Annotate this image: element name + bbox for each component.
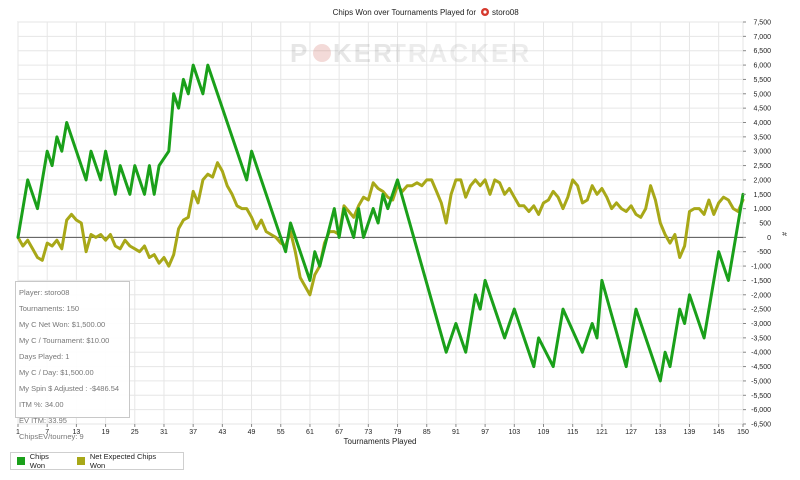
y-tick-label: 3,000	[753, 149, 771, 156]
x-tick-label: 31	[160, 429, 168, 436]
x-tick-label: 115	[567, 429, 578, 436]
y-tick-label: -2,000	[751, 292, 771, 299]
x-tick-label: 67	[335, 429, 343, 436]
stats-per-tournament: My C / Tournament: $10.00	[19, 336, 110, 345]
y-tick-label: -4,000	[751, 350, 771, 357]
poker-chip-icon	[481, 8, 489, 16]
x-tick-label: 85	[423, 429, 431, 436]
y-tick-label: 5,500	[753, 77, 771, 84]
y-tick-label: -4,500	[751, 364, 771, 371]
x-tick-label: 37	[189, 429, 197, 436]
stats-player: Player: storo08	[19, 288, 70, 297]
legend-item-chips-won[interactable]: Chips Won	[17, 452, 65, 470]
plot-area: P KER TRACKER	[16, 21, 745, 425]
x-tick-label: 139	[684, 429, 696, 436]
y-tick-label: -3,500	[751, 335, 771, 342]
y-tick-label: -6,000	[751, 407, 771, 414]
x-tick-label: 61	[306, 429, 314, 436]
stats-ev-itm: EV ITM: 33.95	[19, 416, 67, 425]
y-tick-label: 4,000	[753, 120, 771, 127]
x-tick-label: 145	[713, 429, 725, 436]
y-axis: 7,500 7,000 6,500 6,000 5,500 5,000 4,500 4,000…	[743, 20, 771, 429]
y-tick-label: -1,000	[751, 264, 771, 271]
y-tick-label: -2,500	[751, 307, 771, 314]
stats-chipsev: ChipsEV/tourney: 9	[19, 432, 84, 441]
y-tick-label: -500	[757, 249, 771, 256]
stats-panel: Player: storo08 Tournaments: 150 My C Ne…	[15, 281, 130, 441]
x-tick-label: 7	[45, 429, 49, 436]
y-tick-label: -5,500	[751, 393, 771, 400]
stats-days-played: Days Played: 1	[19, 352, 70, 361]
y-tick-label: 2,000	[753, 177, 771, 184]
series-line-chips-won	[16, 63, 745, 383]
x-tick-label: 79	[394, 429, 402, 436]
y-tick-label: 7,000	[753, 34, 771, 41]
series-line-net-expected	[16, 161, 745, 297]
x-tick-label: 121	[596, 429, 608, 436]
y-tick-label: 5,000	[753, 91, 771, 98]
y-tick-label: 7,500	[753, 20, 771, 27]
x-tick-label: 127	[625, 429, 637, 436]
x-axis: 1 7 13 19 25 31 37 43 49 55 61 67 73 79 85 91 97 103 109 11…	[16, 424, 749, 436]
legend-label-chips-won: Chips Won	[29, 452, 49, 470]
y-tick-label: 6,000	[753, 63, 771, 70]
x-tick-label: 150	[737, 429, 749, 436]
watermark-chip-icon	[313, 44, 331, 62]
legend: Chips Won Net Expected Chips Won	[10, 452, 184, 470]
y-tick-label: 1,500	[753, 192, 771, 199]
y-tick-label: -6,500	[751, 422, 771, 429]
legend-label-net-expected: Net Expected Chips Won	[89, 452, 157, 470]
x-tick-label: 43	[218, 429, 226, 436]
y-tick-label: 0	[767, 235, 771, 242]
x-tick-label: 91	[452, 429, 460, 436]
x-tick-label: 109	[538, 429, 550, 436]
y-tick-label: 3,500	[753, 134, 771, 141]
series-lines	[16, 63, 745, 383]
watermark-text-left: P	[290, 38, 309, 68]
chart-title-player: storo08	[492, 8, 519, 17]
watermark-text-right: TRACKER	[390, 38, 531, 68]
x-tick-label: 103	[508, 429, 520, 436]
legend-item-net-expected[interactable]: Net Expected Chips Won	[77, 452, 171, 470]
stats-tournaments: Tournaments: 150	[19, 304, 80, 313]
x-axis-label: Tournaments Played	[344, 437, 417, 446]
y-tick-label: -3,000	[751, 321, 771, 328]
x-tick-label: 19	[102, 429, 110, 436]
stats-per-day: My C / Day: $1,500.00	[19, 368, 94, 377]
x-tick-label: 13	[72, 429, 80, 436]
chart-title-text: Chips Won over Tournaments Played for	[333, 8, 477, 17]
y-tick-label: 1,000	[753, 206, 771, 213]
x-tick-label: 1	[16, 429, 20, 436]
y-tick-label: 500	[759, 221, 771, 228]
x-tick-label: 97	[481, 429, 489, 436]
x-tick-label: 133	[654, 429, 666, 436]
y-tick-label: 6,500	[753, 48, 771, 55]
stats-net-won: My C Net Won: $1,500.00	[19, 320, 106, 329]
x-tick-label: 49	[248, 429, 256, 436]
x-tick-label: 55	[277, 429, 285, 436]
stats-spin-adjusted: My Spin $ Adjusted : -$486.54	[19, 384, 120, 393]
legend-swatch-chips-won	[17, 457, 25, 465]
stats-itm: ITM %: 34.00	[19, 400, 64, 409]
watermark-text-middle: KER	[333, 38, 394, 68]
y-axis-unit: #	[780, 232, 787, 236]
x-tick-label: 73	[364, 429, 372, 436]
legend-swatch-net-expected	[77, 457, 85, 465]
watermark: P KER TRACKER	[290, 38, 531, 68]
x-tick-label: 25	[131, 429, 139, 436]
y-tick-label: -1,500	[751, 278, 771, 285]
y-tick-label: 4,500	[753, 106, 771, 113]
y-tick-label: -5,000	[751, 378, 771, 385]
y-tick-label: 2,500	[753, 163, 771, 170]
